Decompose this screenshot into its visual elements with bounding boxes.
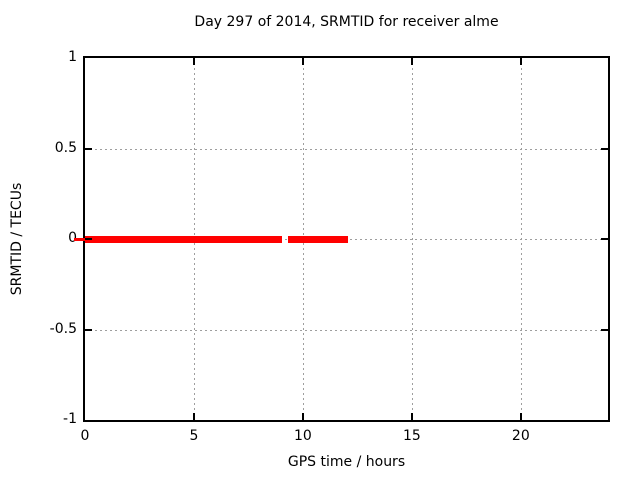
x-tickmark-top bbox=[301, 58, 304, 65]
y-tickmark-right bbox=[601, 238, 608, 240]
x-tick-label: 20 bbox=[511, 428, 530, 444]
chart-title: Day 297 of 2014, SRMTID for receiver alm… bbox=[194, 14, 499, 30]
x-tickmark-bottom bbox=[192, 413, 195, 420]
plot-area: 0 5 10 15 20 1 0.5 0 -0.5 -1 bbox=[50, 49, 610, 444]
x-tickmark-bottom bbox=[519, 413, 522, 420]
series-artifact-dash bbox=[74, 237, 89, 241]
series-segment bbox=[287, 235, 349, 243]
x-tick-label: 10 bbox=[293, 428, 312, 444]
y-tick-label: 0.5 bbox=[54, 139, 77, 156]
x-tick-label: 5 bbox=[189, 428, 199, 444]
y-tick-label: -1 bbox=[63, 411, 77, 427]
y-tick-label: 1 bbox=[68, 49, 77, 65]
x-tick-label: 0 bbox=[80, 428, 90, 444]
y-tickmark-right bbox=[601, 328, 608, 331]
x-tickmark-bottom bbox=[301, 413, 304, 420]
y-tick-label: -0.5 bbox=[49, 320, 77, 337]
x-tickmark-top bbox=[192, 58, 195, 65]
y-tickmark-right bbox=[601, 147, 608, 150]
x-tick-label: 15 bbox=[402, 428, 421, 444]
x-tickmark-top bbox=[519, 58, 522, 65]
y-gridline bbox=[85, 148, 608, 150]
y-tickmark-left bbox=[85, 147, 92, 150]
x-tickmark-top bbox=[410, 58, 413, 65]
y-axis-label: SRMTID / TECUs bbox=[9, 182, 25, 296]
y-tickmark-left bbox=[85, 328, 92, 331]
x-axis-label: GPS time / hours bbox=[287, 454, 406, 470]
y-gridline bbox=[85, 329, 608, 331]
y-tickmark-left bbox=[85, 238, 92, 240]
series-segment bbox=[85, 235, 283, 243]
y-tick-label: 0 bbox=[68, 230, 77, 246]
x-tickmark-bottom bbox=[410, 413, 413, 420]
